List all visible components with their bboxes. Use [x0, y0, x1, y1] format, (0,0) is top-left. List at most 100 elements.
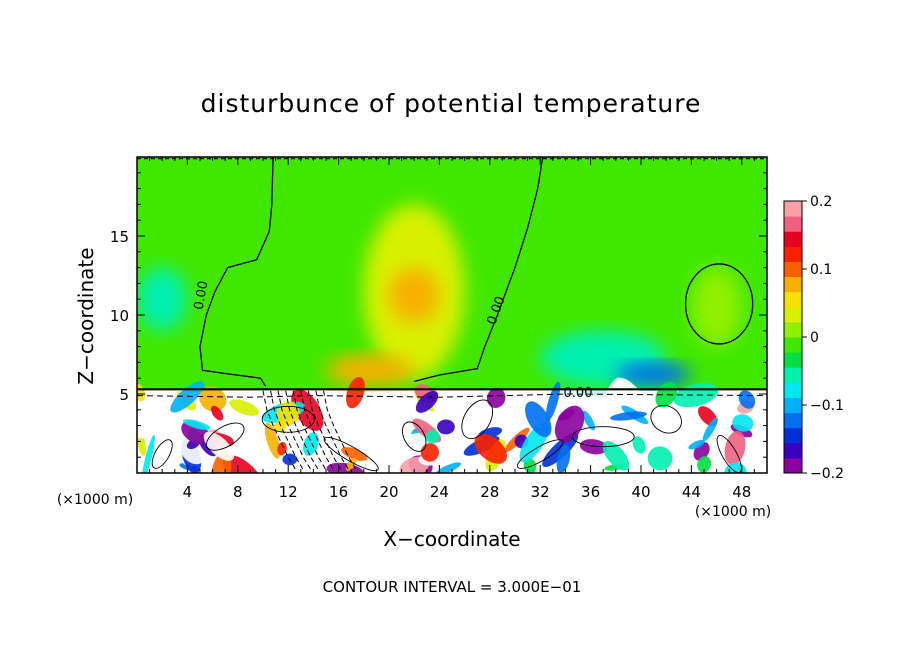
contour-line — [270, 390, 304, 471]
x-tick-label: 44 — [682, 483, 701, 501]
x-axis-label: X−coordinate — [383, 527, 520, 551]
contour-line — [199, 156, 274, 387]
colorbar-swatch — [784, 276, 802, 293]
colorbar: 0.2 0.1 0 −0.1 −0.2 — [783, 194, 844, 482]
x-tick-label: 32 — [531, 483, 550, 501]
contour-line — [571, 426, 635, 448]
contour-interval-note: CONTOUR INTERVAL = 3.000E−01 — [323, 578, 582, 596]
field-patch — [702, 417, 718, 442]
x-tick-label: 20 — [379, 483, 398, 501]
field-patch — [276, 401, 300, 426]
field-patch — [732, 414, 754, 432]
field-patch — [203, 431, 235, 461]
x-tick-label: 8 — [233, 483, 243, 501]
field-patch — [346, 376, 365, 409]
contour-line — [461, 399, 494, 440]
colorbar-swatch — [784, 397, 802, 414]
contour-line — [323, 436, 379, 472]
field-patch — [303, 432, 319, 456]
chart-title: disturbunce of potential temperature — [201, 89, 702, 118]
colorbar-swatch — [784, 427, 802, 444]
contour-line — [323, 390, 357, 471]
colorbar-swatch — [784, 201, 802, 217]
y-axis-label: Z−coordinate — [74, 247, 98, 384]
field-patch — [647, 446, 673, 471]
field-patch — [556, 444, 571, 473]
contour-label: 0.00 — [192, 280, 212, 311]
field-patch — [415, 390, 439, 413]
contour-line — [516, 439, 564, 469]
field-patch — [523, 458, 537, 473]
field-patch — [554, 405, 585, 443]
field-patch — [277, 441, 287, 456]
colorbar-swatch — [784, 337, 802, 353]
field-patch — [211, 405, 224, 421]
x-tick-label: 4 — [183, 483, 193, 501]
field-region — [615, 362, 692, 387]
colorbar-swatch — [784, 231, 802, 247]
contour-line — [414, 156, 544, 383]
y-tick-label: 5 — [119, 386, 129, 404]
x-tick-label: 28 — [480, 483, 499, 501]
turbulent-layer — [137, 376, 756, 473]
field-patch — [211, 450, 232, 473]
field-patch — [425, 430, 440, 444]
contour-line — [262, 390, 297, 471]
field-patch — [437, 419, 455, 435]
field-patch — [486, 387, 506, 409]
x-tick-label: 36 — [581, 483, 600, 501]
field-patch — [183, 419, 211, 430]
field-region — [389, 267, 440, 323]
field-patch — [474, 433, 508, 464]
field-patch — [697, 456, 712, 473]
colorbar-swatch — [784, 457, 802, 474]
colorbar-swatch — [784, 321, 802, 338]
x-tick-label: 16 — [329, 483, 348, 501]
x-tick-label: 12 — [279, 483, 298, 501]
field-patch — [229, 399, 260, 416]
contour-label: 0.00 — [564, 386, 593, 401]
field-region — [691, 267, 742, 347]
field-patch — [141, 434, 155, 473]
field-patch — [632, 436, 646, 454]
colorbar-swatch — [784, 216, 802, 232]
field-patch — [345, 457, 357, 471]
field-patch — [264, 422, 281, 459]
colorbar-swatch — [784, 261, 802, 278]
field-patch — [610, 411, 647, 421]
x-unit-right: (×1000 m) — [695, 504, 771, 520]
colorbar-tick-label: 0 — [810, 330, 819, 346]
field-patch — [688, 439, 705, 450]
colorbar-swatch — [784, 352, 802, 368]
plot-area — [137, 157, 767, 473]
field-region — [326, 354, 415, 387]
field-patch — [582, 410, 596, 431]
field-region — [137, 267, 188, 331]
colorbar-tick-label: 0.1 — [810, 262, 832, 278]
colorbar-swatch — [784, 442, 802, 459]
x-tick-label: 48 — [732, 483, 751, 501]
colorbar-swatch — [784, 246, 802, 262]
contour-line — [684, 263, 754, 345]
field-patch — [600, 377, 623, 417]
contour-line — [300, 390, 335, 471]
contour-line — [136, 393, 768, 398]
field-patch — [545, 381, 561, 422]
contour-line — [716, 435, 742, 474]
colorbar-swatch — [784, 291, 802, 308]
colorbar-tick-label: −0.2 — [810, 466, 844, 482]
contour-line — [315, 390, 350, 471]
colorbar-swatch — [784, 367, 802, 383]
colorbar-tick-label: 0.2 — [810, 194, 832, 210]
colorbar-tick-label: −0.1 — [810, 398, 844, 414]
y-tick-label: 10 — [110, 307, 129, 325]
field-patch — [163, 437, 182, 467]
colorbar-swatch — [784, 306, 802, 323]
contour-line — [401, 421, 427, 452]
field-patch — [602, 440, 630, 471]
x-tick-label: 24 — [430, 483, 449, 501]
field-patch — [273, 420, 287, 433]
contour-line — [307, 390, 342, 471]
